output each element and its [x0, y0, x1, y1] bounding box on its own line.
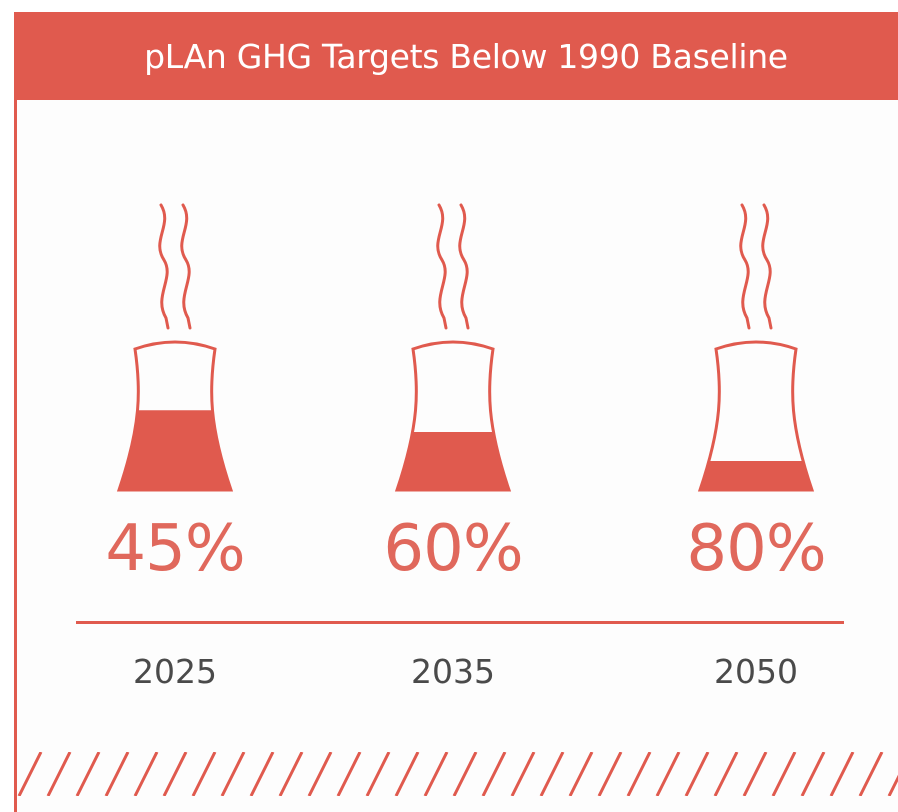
value-label-2050: 80% [686, 512, 826, 586]
year-label-2025: 2025 [133, 652, 217, 691]
tower-outline-2025 [116, 340, 234, 492]
tower-outline-2050 [697, 340, 815, 492]
steam-wisp-icon [436, 203, 448, 330]
tower-fill-2035 [397, 432, 509, 490]
year-label-2050: 2050 [714, 652, 798, 691]
chart-title: pLAn GHG Targets Below 1990 Baseline [144, 36, 788, 76]
steam-wisp-icon [158, 203, 170, 330]
steam-wisp-icon [458, 203, 470, 330]
cooling-tower-icon-2025 [116, 203, 234, 492]
year-label-2035: 2035 [411, 652, 495, 691]
cooling-tower-icon-2050 [697, 203, 815, 492]
steam-wisp-icon [761, 203, 773, 330]
title-banner: pLAn GHG Targets Below 1990 Baseline [14, 12, 898, 100]
value-label-2025: 45% [105, 512, 245, 586]
cooling-tower-icon-2035 [394, 203, 512, 492]
hatched-footer-band [17, 752, 898, 796]
steam-wisp-icon [739, 203, 751, 330]
value-label-2035: 60% [383, 512, 523, 586]
divider-rule [76, 621, 844, 624]
steam-wisp-icon [180, 203, 192, 330]
tower-outline-2035 [394, 340, 512, 492]
tower-fill-2025 [119, 410, 231, 490]
tower-fill-2050 [700, 461, 812, 490]
